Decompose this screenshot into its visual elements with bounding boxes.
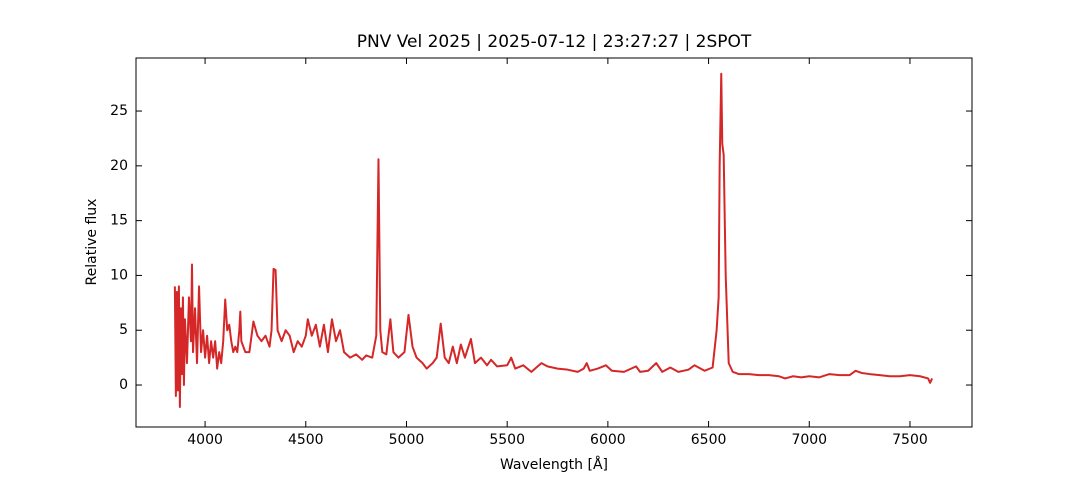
- y-tick-label: 5: [119, 322, 128, 338]
- y-tick-label: 0: [119, 377, 128, 393]
- x-tick-label: 6000: [590, 432, 626, 448]
- plot-frame: [135, 57, 973, 428]
- x-axis-label: Wavelength [Å]: [500, 456, 608, 473]
- x-tick-label: 7000: [791, 432, 827, 448]
- y-tick-label: 10: [110, 267, 128, 283]
- y-axis-label: Relative flux: [84, 199, 100, 286]
- x-tick-label: 5500: [489, 432, 525, 448]
- x-tick-label: 4000: [187, 432, 223, 448]
- x-tick-label: 6500: [691, 432, 727, 448]
- y-tick-label: 20: [110, 158, 128, 174]
- spectrum-line: [173, 72, 934, 408]
- x-tick-label: 5000: [389, 432, 425, 448]
- y-tick-label: 25: [110, 103, 128, 119]
- chart-title: PNV Vel 2025 | 2025-07-12 | 23:27:27 | 2…: [357, 32, 752, 52]
- y-tick-label: 15: [110, 213, 128, 229]
- x-tick-label: 7500: [892, 432, 928, 448]
- x-tick-label: 4500: [288, 432, 324, 448]
